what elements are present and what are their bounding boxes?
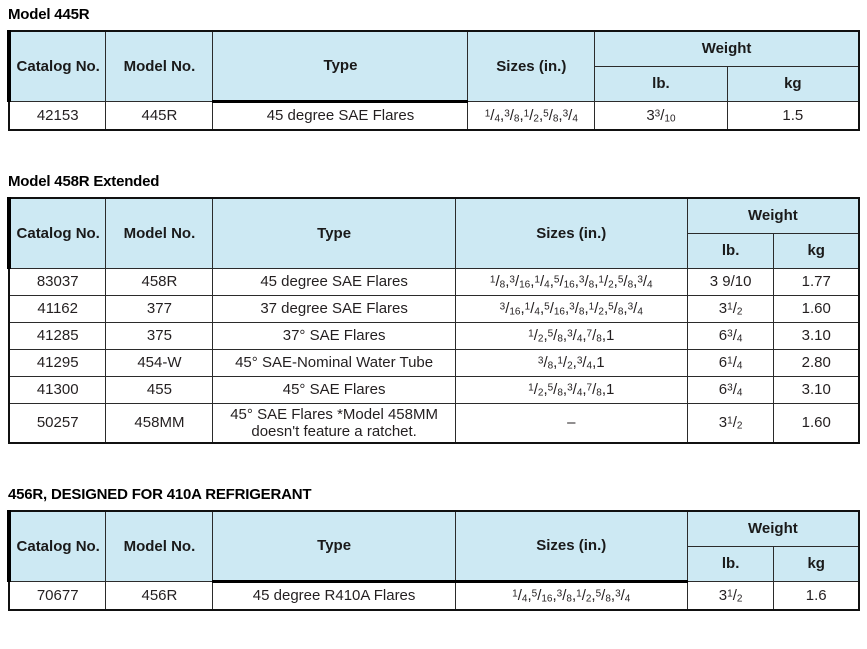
cell-catalog: 41285 <box>8 321 107 350</box>
cell-model: 375 <box>105 321 214 350</box>
col-header-model: Model No. <box>105 197 214 269</box>
cell-sizes: 1/2,5/8,3/4,7/8,1 <box>454 375 688 404</box>
col-header-lb: lb. <box>686 232 775 269</box>
cell-sizes: – <box>454 402 688 444</box>
col-header-catalog: Catalog No. <box>7 510 107 582</box>
col-header-weight: Weight <box>686 197 860 234</box>
table-row: 41300 455 45° SAE Flares 1/2,5/8,3/4,7/8,1 6… <box>8 375 860 404</box>
cell-kg: 2.80 <box>773 348 860 377</box>
cell-catalog: 83037 <box>8 267 107 296</box>
col-header-type: Type <box>212 197 456 269</box>
cell-kg: 1.5 <box>726 100 860 131</box>
cell-kg: 1.6 <box>773 580 860 611</box>
cell-catalog: 41162 <box>8 294 107 323</box>
table-row: 41295 454-W 45° SAE-Nominal Water Tube 3/8,… <box>8 348 860 377</box>
col-header-kg: kg <box>773 232 860 269</box>
col-header-catalog: Catalog No. <box>7 30 107 102</box>
cell-type: 45° SAE Flares *Model 458MM doesn't feat… <box>212 402 456 444</box>
table-row: 41285 375 37° SAE Flares 1/2,5/8,3/4,7/8,1 6… <box>8 321 860 350</box>
cell-type: 45 degree R410A Flares <box>212 580 456 611</box>
cell-type: 37° SAE Flares <box>212 321 456 350</box>
col-header-sizes: Sizes (in.) <box>454 510 688 583</box>
table-row: 50257 458MM 45° SAE Flares *Model 458MM do… <box>8 402 860 444</box>
cell-model: 377 <box>105 294 214 323</box>
cell-kg: 3.10 <box>773 321 860 350</box>
cell-lb: 33/10 <box>594 100 728 131</box>
cell-lb: 31/2 <box>686 580 775 611</box>
col-header-catalog: Catalog No. <box>7 197 107 269</box>
cell-catalog: 50257 <box>8 402 107 444</box>
cell-sizes: 1/4,3/8,1/2,5/8,3/4 <box>467 100 596 131</box>
cell-model: 455 <box>105 375 214 404</box>
cell-model: 454-W <box>105 348 214 377</box>
table-row: 42153 445R 45 degree SAE Flares 1/4,3/8,1/2… <box>8 100 860 131</box>
col-header-sizes: Sizes (in.) <box>454 197 688 269</box>
cell-lb: 31/2 <box>686 402 775 444</box>
col-header-type: Type <box>212 510 456 583</box>
cell-type: 45° SAE Flares <box>212 375 456 404</box>
cell-catalog: 42153 <box>8 100 107 131</box>
col-header-weight: Weight <box>594 30 860 67</box>
col-header-type: Type <box>212 30 469 103</box>
cell-type: 37 degree SAE Flares <box>212 294 456 323</box>
cell-lb: 31/2 <box>686 294 775 323</box>
section-model-445r: Model 445R Catalog No. Model No. Type Si… <box>7 6 860 131</box>
table-title-445r: Model 445R <box>8 6 90 23</box>
table-row: 70677 456R 45 degree R410A Flares 1/4,5/16,… <box>8 580 860 611</box>
cell-sizes: 3/8,1/2,3/4,1 <box>454 348 688 377</box>
cell-lb: 63/4 <box>686 375 775 404</box>
cell-model: 445R <box>105 100 214 131</box>
col-header-lb: lb. <box>686 545 775 582</box>
table-title-458r: Model 458R Extended <box>8 173 160 190</box>
table-row: 41162 377 37 degree SAE Flares 3/16,1/4,5/1… <box>8 294 860 323</box>
cell-model: 458MM <box>105 402 214 444</box>
cell-type: 45° SAE-Nominal Water Tube <box>212 348 456 377</box>
cell-kg: 1.60 <box>773 402 860 444</box>
cell-kg: 1.77 <box>773 267 860 296</box>
cell-sizes: 1/2,5/8,3/4,7/8,1 <box>454 321 688 350</box>
cell-model: 456R <box>105 580 214 611</box>
section-model-458r-extended: Model 458R Extended Catalog No. Model No… <box>7 173 860 444</box>
col-header-model: Model No. <box>105 30 214 102</box>
spec-table-445r: Catalog No. Model No. Type Sizes (in.) W… <box>7 30 860 131</box>
cell-kg: 1.60 <box>773 294 860 323</box>
cell-model: 458R <box>105 267 214 296</box>
section-456r-410a: 456R, DESIGNED FOR 410A REFRIGERANT Cata… <box>7 486 860 611</box>
cell-catalog: 70677 <box>8 580 107 611</box>
cell-lb: 3 9/10 <box>686 267 775 296</box>
cell-sizes: 1/8,3/16,1/4,5/16,3/8,1/2,5/8,3/4 <box>454 267 688 296</box>
cell-type: 45 degree SAE Flares <box>212 267 456 296</box>
spec-table-456r: Catalog No. Model No. Type Sizes (in.) W… <box>7 510 860 611</box>
col-header-kg: kg <box>726 65 860 102</box>
table-title-456r: 456R, DESIGNED FOR 410A REFRIGERANT <box>8 486 312 503</box>
cell-lb: 63/4 <box>686 321 775 350</box>
cell-kg: 3.10 <box>773 375 860 404</box>
cell-sizes: 1/4,5/16,3/8,1/2,5/8,3/4 <box>454 580 688 611</box>
col-header-weight: Weight <box>686 510 860 547</box>
cell-catalog: 41300 <box>8 375 107 404</box>
cell-lb: 61/4 <box>686 348 775 377</box>
col-header-model: Model No. <box>105 510 214 582</box>
cell-sizes: 3/16,1/4,5/16,3/8,1/2,5/8,3/4 <box>454 294 688 323</box>
cell-catalog: 41295 <box>8 348 107 377</box>
col-header-kg: kg <box>773 545 860 582</box>
table-row: 83037 458R 45 degree SAE Flares 1/8,3/16,1/… <box>8 267 860 296</box>
col-header-sizes: Sizes (in.) <box>467 30 596 102</box>
cell-type: 45 degree SAE Flares <box>212 100 469 131</box>
col-header-lb: lb. <box>594 65 728 102</box>
spec-table-458r: Catalog No. Model No. Type Sizes (in.) W… <box>7 197 860 444</box>
